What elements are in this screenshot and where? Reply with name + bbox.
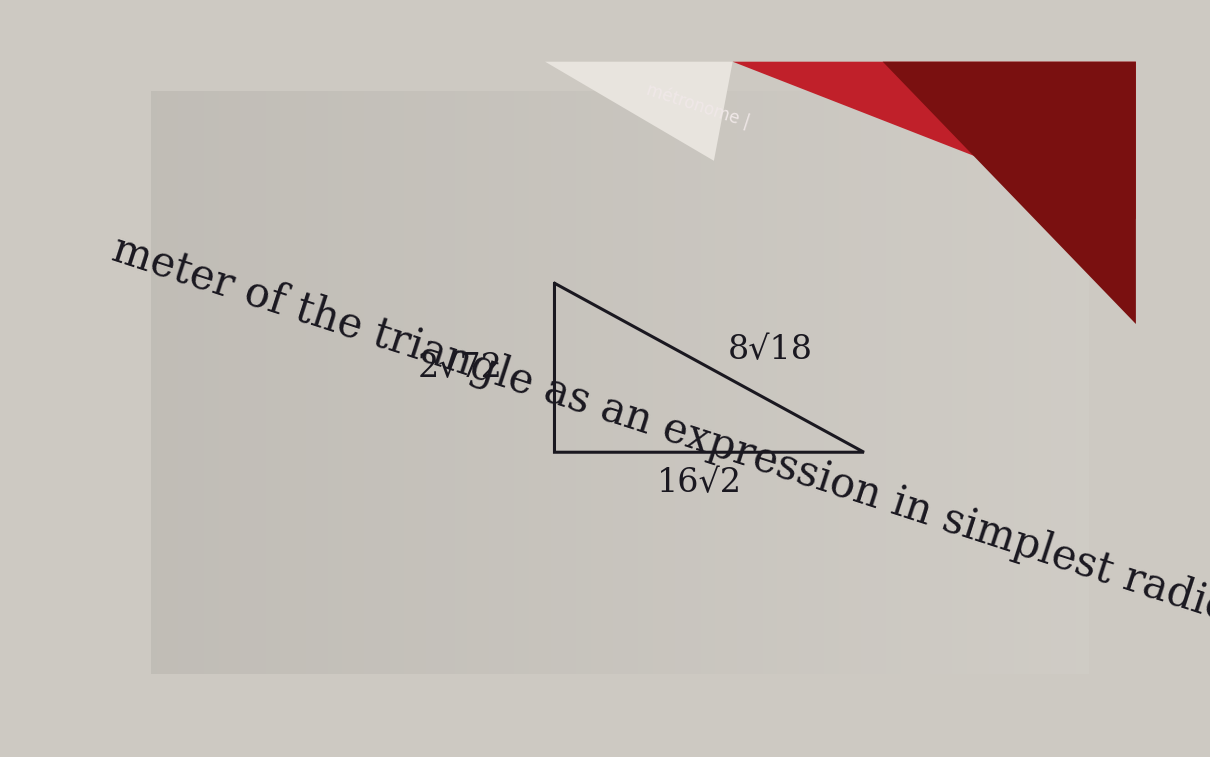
Polygon shape (592, 62, 1136, 219)
Text: 2√72: 2√72 (417, 352, 503, 384)
Text: 8√18: 8√18 (728, 335, 813, 366)
Polygon shape (544, 62, 732, 160)
Polygon shape (732, 62, 1136, 324)
Text: meter of the triangle as an expression in simplest radical form.: meter of the triangle as an expression i… (108, 228, 1210, 681)
Text: 16√2: 16√2 (657, 467, 742, 499)
Text: métronome |: métronome | (644, 80, 751, 131)
